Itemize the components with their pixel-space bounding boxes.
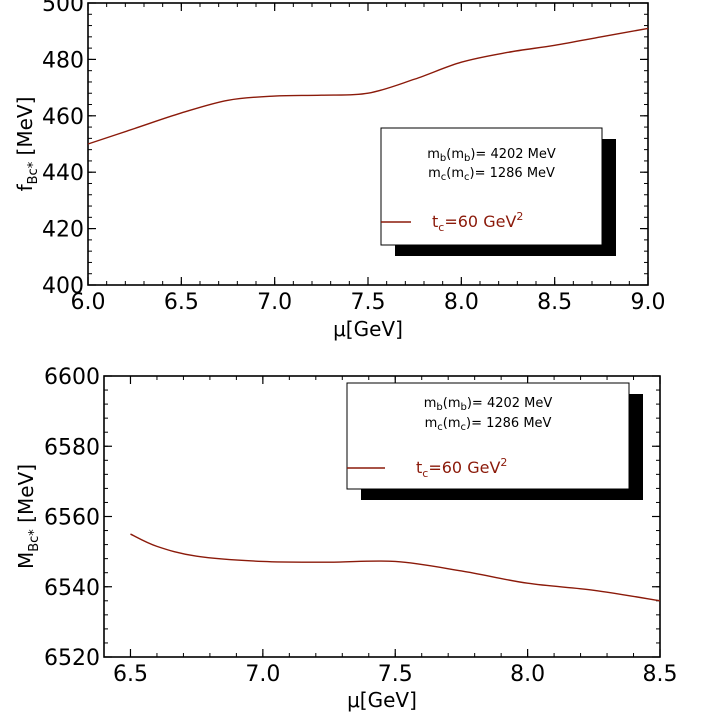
x-tick-label: 8.5 — [537, 290, 572, 315]
y-tick-label: 400 — [42, 274, 84, 299]
y-axis-label-main: f — [13, 183, 37, 191]
chart-1: 6.0 6.5 7.0 7.5 8.0 8.5 9.0 400 420 440 460 480 500 μ… — [13, 0, 666, 341]
y-axis-label-unit: [MeV] — [14, 464, 38, 529]
y-tick-label: 6560 — [44, 506, 100, 531]
x-tick-label: 8.0 — [510, 662, 545, 687]
series-line — [130, 533, 661, 602]
y-tick-label: 6540 — [44, 576, 100, 601]
x-axis-label: μ[GeV] — [347, 688, 417, 712]
legend-mb-text: mb(mb)= 4202 MeV — [424, 396, 553, 413]
chart-2: 6.5 7.0 7.5 8.0 8.5 6520 6540 6560 6580 6600 μ[GeV… — [14, 365, 678, 712]
x-tick-label: 7.0 — [245, 662, 280, 687]
y-axis-label-unit: [MeV] — [13, 97, 37, 162]
y-axis-label-sub: Bc* — [27, 529, 42, 552]
y-tick-label: 6520 — [44, 646, 100, 671]
x-tick-label: 8.5 — [643, 662, 678, 687]
x-tick-label: 8.0 — [444, 290, 479, 315]
y-axis-label-main: M — [14, 552, 38, 569]
y-tick-label: 6580 — [44, 435, 100, 460]
x-tick-label: 7.5 — [378, 662, 413, 687]
y-tick-label: 420 — [42, 218, 84, 243]
y-tick-label: 460 — [42, 105, 84, 130]
y-tick-label: 440 — [42, 161, 84, 186]
y-tick-label: 480 — [42, 48, 84, 73]
legend-mc-text: mc(mc)= 1286 MeV — [425, 416, 552, 433]
x-tick-label: 6.5 — [113, 662, 148, 687]
legend-box — [346, 382, 630, 490]
series-line — [87, 27, 649, 145]
legend-series-label: tc=60 GeV2 — [432, 210, 523, 234]
x-tick-label: 6.5 — [164, 290, 199, 315]
y-axis-label-sub: Bc* — [26, 161, 41, 184]
y-tick-label: 6600 — [44, 365, 100, 390]
x-tick-label: 6.0 — [71, 290, 106, 315]
y-tick-label: 500 — [42, 0, 84, 17]
x-tick-label: 7.5 — [351, 290, 386, 315]
legend-box — [380, 127, 603, 246]
x-tick-label: 9.0 — [631, 290, 666, 315]
legend-mb-text: mb(mb)= 4202 MeV — [427, 147, 556, 164]
x-axis-label: μ[GeV] — [333, 317, 403, 341]
y-axis-label: MBc* [MeV] — [14, 464, 42, 569]
legend-mc-text: mc(mc)= 1286 MeV — [428, 166, 555, 183]
legend-series-label: tc=60 GeV2 — [416, 456, 507, 480]
y-axis-label: fBc* [MeV] — [13, 97, 41, 192]
x-tick-label: 7.0 — [257, 290, 292, 315]
